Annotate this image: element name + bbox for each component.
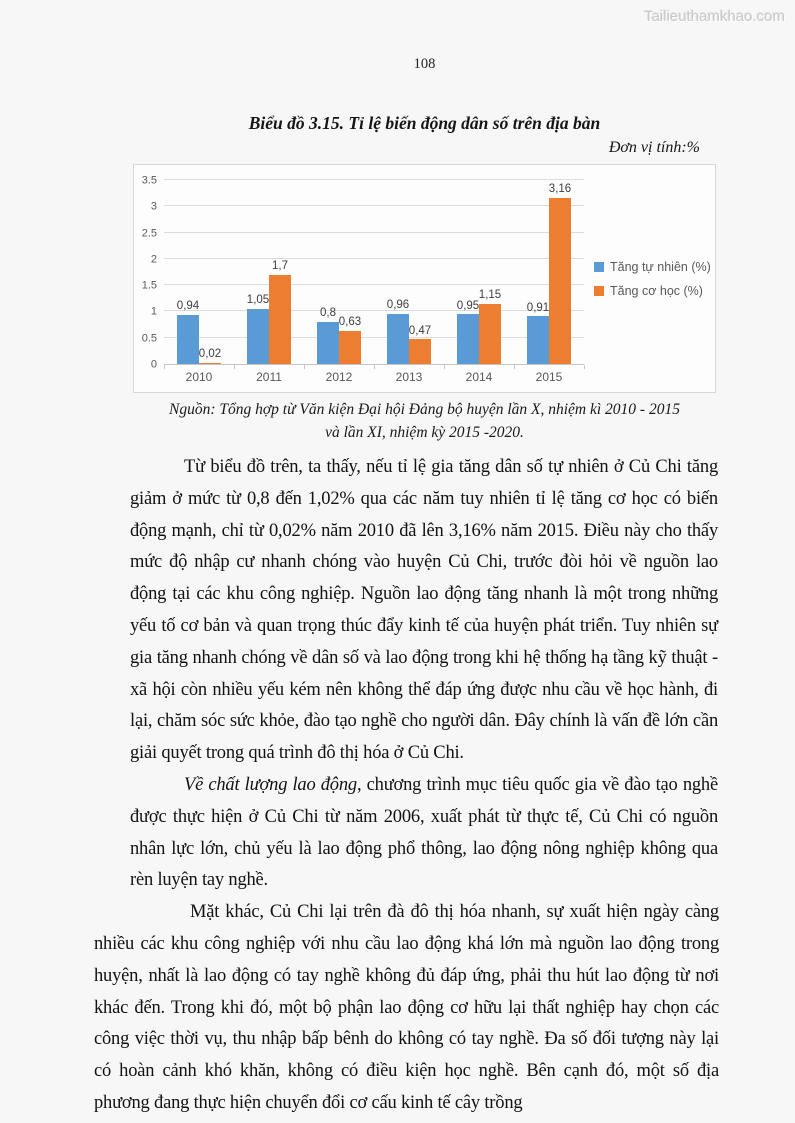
paragraph-italic-lead: Về chất lượng lao động bbox=[184, 774, 357, 795]
y-tick-label: 1.5 bbox=[141, 279, 157, 292]
bar-2013: 0,96 bbox=[387, 300, 409, 364]
gridline bbox=[164, 257, 584, 259]
y-tick-label: 2.5 bbox=[141, 227, 157, 240]
x-tick-label-2015: 2015 bbox=[535, 370, 563, 384]
bar-group-2013: 0,96 0,47 bbox=[374, 181, 444, 364]
gridline bbox=[164, 284, 584, 286]
figure-unit-label: Đơn vị tính:% bbox=[608, 139, 700, 156]
figure-source: Nguồn: Tổng hợp từ Văn kiện Đại hội Đảng… bbox=[113, 398, 736, 444]
legend-swatch-icon bbox=[594, 285, 604, 296]
x-axis-tickmark bbox=[374, 365, 375, 369]
bar-2014: 0,95 bbox=[457, 300, 479, 364]
bar-group-2011: 1,05 1,7 bbox=[234, 181, 304, 364]
gridline bbox=[164, 310, 584, 312]
bar-value-label: 0,02 bbox=[198, 348, 222, 361]
legend-item: Tăng tự nhiên (%) bbox=[594, 261, 715, 274]
x-tick-label-2012: 2012 bbox=[325, 370, 353, 384]
figure-source-line-1: Nguồn: Tổng hợp từ Văn kiện Đại hội Đảng… bbox=[169, 401, 680, 418]
bar-value-label: 0,63 bbox=[338, 316, 362, 329]
gridline bbox=[164, 231, 584, 233]
bar-2015: 0,91 bbox=[527, 302, 549, 364]
bar-value-label: 0,8 bbox=[320, 307, 336, 320]
y-axis: 0 0.5 1 1.5 2 2.5 3 3.5 bbox=[134, 175, 164, 370]
bar-value-label: 0,91 bbox=[526, 301, 550, 314]
bar-2014: 1,15 bbox=[479, 290, 501, 364]
bar-group-2012: 0,8 0,63 bbox=[304, 181, 374, 364]
bar-value-label: 3,16 bbox=[548, 183, 572, 196]
bar-2015: 3,16 bbox=[549, 184, 571, 364]
bar-groups: 0,94 0,02 1,05 1,7 0,8 0,63 0,96 0,47 0,95 1,15 0,… bbox=[164, 181, 584, 364]
gridline bbox=[164, 179, 584, 180]
bar-value-label: 0,47 bbox=[408, 324, 432, 337]
page-number: 108 bbox=[413, 56, 436, 72]
y-tick-label: 3 bbox=[150, 200, 157, 213]
bar-value-label: 0,95 bbox=[456, 299, 480, 312]
x-tick-label-2014: 2014 bbox=[465, 370, 493, 384]
plot-area: 0,94 0,02 1,05 1,7 0,8 0,63 0,96 0,47 0,95 1,15 0,… bbox=[164, 179, 584, 365]
y-tick-label: 0.5 bbox=[141, 332, 157, 345]
gridline bbox=[164, 205, 584, 207]
x-axis-tickmark bbox=[584, 365, 585, 369]
body-text: Từ biểu đồ trên, ta thấy, nếu tỉ lệ gia … bbox=[94, 452, 719, 1120]
body-paragraph-3: Mặt khác, Củ Chi lại trên đà đô thị hóa … bbox=[94, 902, 719, 1113]
bar-value-label: 1,05 bbox=[246, 294, 270, 307]
bar-2012: 0,63 bbox=[339, 317, 361, 364]
watermark: Tailieuthamkhao.com bbox=[644, 8, 785, 25]
legend-swatch-icon bbox=[594, 262, 604, 273]
population-change-bar-chart: 0 0.5 1 1.5 2 2.5 3 3.5 0,94 0,02 1,05 1,7 0,8 0,63 0… bbox=[133, 164, 716, 393]
plot-column: 0,94 0,02 1,05 1,7 0,8 0,63 0,96 0,47 0,95 1,15 0,… bbox=[164, 179, 585, 389]
bar-value-label: 1,7 bbox=[272, 260, 288, 273]
chart-legend: Tăng tự nhiên (%) Tăng cơ học (%) bbox=[584, 181, 715, 389]
legend-item: Tăng cơ học (%) bbox=[594, 283, 715, 298]
figure-source-line-2: và lần XI, nhiệm kỳ 2015 -2020. bbox=[325, 424, 524, 441]
x-tick-label-2010: 2010 bbox=[185, 370, 213, 384]
bar-value-label: 0,94 bbox=[176, 300, 200, 313]
bar-2010: 0,02 bbox=[199, 349, 221, 364]
x-axis: 2010 2011 2012 2013 2014 2015 bbox=[164, 365, 585, 389]
x-axis-tickmark bbox=[233, 365, 235, 369]
bar-group-2010: 0,94 0,02 bbox=[164, 181, 234, 364]
figure-title: Biểu đồ 3.15. Tỉ lệ biến động dân số trê… bbox=[248, 113, 601, 133]
x-axis-tickmark bbox=[514, 365, 515, 369]
body-paragraph-1: Từ biểu đồ trên, ta thấy, nếu tỉ lệ gia … bbox=[130, 457, 718, 764]
y-tick-label: 1 bbox=[150, 305, 157, 318]
legend-label: Tăng cơ học (%) bbox=[610, 283, 703, 298]
y-tick-label: 3.5 bbox=[141, 174, 157, 187]
bar-group-2014: 0,95 1,15 bbox=[444, 181, 514, 364]
legend-label: Tăng tự nhiên (%) bbox=[610, 260, 711, 274]
bar-group-2015: 0,91 3,16 bbox=[514, 181, 584, 364]
bar-value-label: 1,15 bbox=[478, 289, 502, 302]
y-tick-label: 0 bbox=[150, 358, 157, 371]
bar-2011: 1,05 bbox=[247, 295, 269, 364]
bar-2012: 0,8 bbox=[317, 308, 339, 364]
x-tick-label-2013: 2013 bbox=[395, 370, 423, 384]
bar-2013: 0,47 bbox=[409, 325, 431, 364]
x-tick-label-2011: 2011 bbox=[256, 370, 282, 384]
x-axis-tickmark bbox=[303, 365, 305, 369]
x-axis-tickmark bbox=[164, 365, 165, 369]
bar-2010: 0,94 bbox=[177, 301, 199, 364]
chart-inner: 0 0.5 1 1.5 2 2.5 3 3.5 0,94 0,02 1,05 1,7 0,8 0,63 0… bbox=[134, 165, 715, 389]
body-paragraph-2: Về chất lượng lao động, chương trình mục… bbox=[130, 774, 718, 891]
gridline bbox=[164, 336, 584, 338]
y-tick-label: 2 bbox=[150, 253, 157, 266]
x-axis-tickmark bbox=[443, 365, 445, 369]
bar-2011: 1,7 bbox=[269, 261, 291, 364]
bar-value-label: 0,96 bbox=[386, 299, 410, 312]
